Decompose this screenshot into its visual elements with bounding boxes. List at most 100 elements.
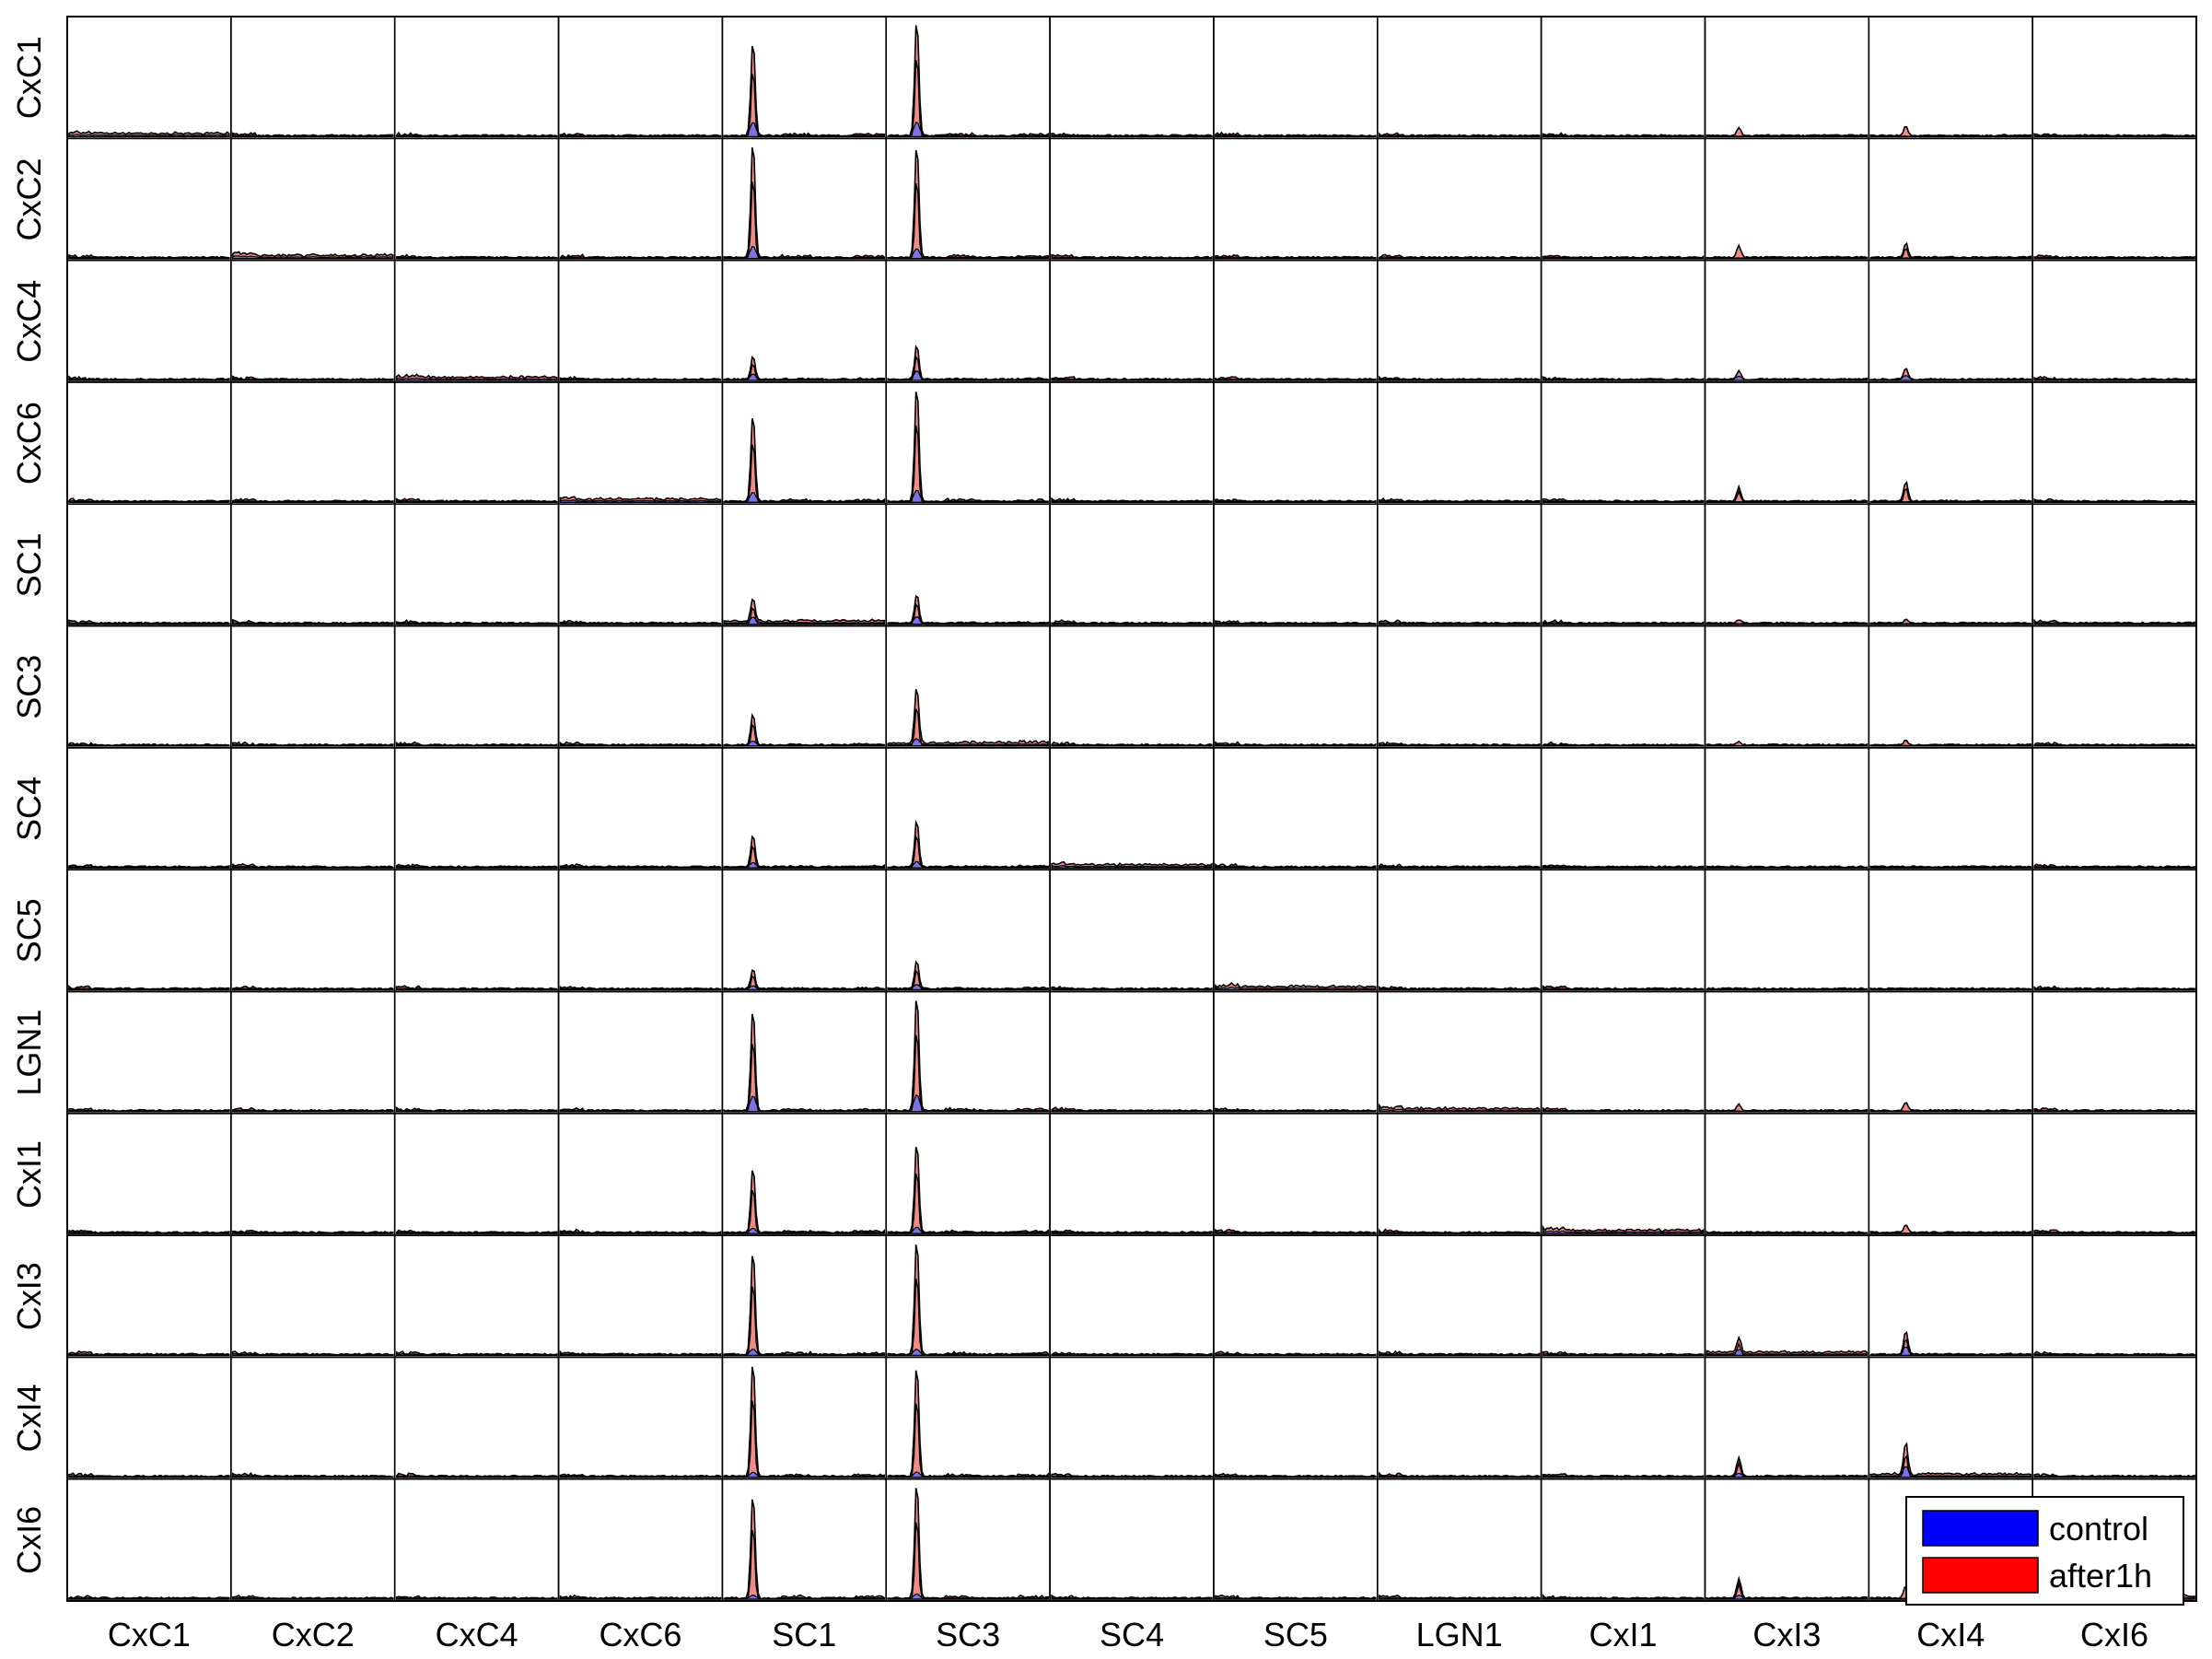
panel-frame xyxy=(885,503,1051,627)
panel-SC3-CxC4 xyxy=(395,741,558,747)
panel-LGN1-CxI6 xyxy=(2033,1107,2195,1113)
panel-CxC2-CxI3 xyxy=(1706,243,1869,260)
series-control-CxI3-CxI1 xyxy=(1543,1353,1705,1356)
panel-frame xyxy=(885,1234,1051,1359)
panel-CxI6-SC1 xyxy=(723,1499,886,1600)
series-control-CxI6-CxC4 xyxy=(396,1597,558,1600)
panel-LGN1-CxC1 xyxy=(68,1107,230,1113)
panel-SC5-CxC1 xyxy=(68,984,230,991)
series-control-LGN1-CxC4 xyxy=(396,1109,558,1113)
panel-frame xyxy=(230,1356,396,1480)
panel-frame xyxy=(1049,869,1215,993)
panel-frame xyxy=(393,16,560,140)
series-after1h-CxC2-SC3 xyxy=(887,149,1049,260)
panel-frame xyxy=(557,990,724,1115)
row-label: CxI4 xyxy=(10,1384,48,1453)
series-after1h-CxC6-CxI4 xyxy=(1869,480,2032,504)
series-control-CxC4-CxC1 xyxy=(68,378,230,381)
series-control-SC3-CxC4 xyxy=(396,743,558,747)
series-control-LGN1-CxC6 xyxy=(559,1109,721,1113)
panel-frame xyxy=(1868,869,2033,993)
series-control-SC1-CxC6 xyxy=(559,622,721,625)
panel-CxC6-LGN1 xyxy=(1378,497,1541,504)
panel-CxC2-CxI1 xyxy=(1542,254,1705,260)
mean-trace-CxI3-SC3 xyxy=(888,1279,1049,1356)
series-control-SC3-CxI4 xyxy=(1869,744,2032,747)
series-control-LGN1-SC5 xyxy=(1215,1109,1377,1113)
series-after1h-CxC4-CxI4 xyxy=(1869,368,2032,381)
mean-trace-SC4-SC3 xyxy=(888,835,1049,869)
panel-frame xyxy=(66,747,232,870)
panel-frame xyxy=(2032,137,2197,262)
panel-SC5-CxI4 xyxy=(1869,987,2032,991)
panel-frame xyxy=(1540,503,1706,627)
panel-frame xyxy=(2032,381,2197,506)
panel-CxI3-CxI6 xyxy=(2033,1350,2195,1357)
series-after1h-SC4-SC3 xyxy=(887,819,1049,869)
series-after1h-LGN1-SC1 xyxy=(723,1013,886,1113)
panel-frame xyxy=(721,137,888,262)
series-control-CxI3-CxC2 xyxy=(232,1353,394,1356)
panel-CxC1-CxC1 xyxy=(68,130,230,138)
series-control-SC1-CxC2 xyxy=(232,622,394,625)
panel-frame xyxy=(2032,503,2197,627)
series-control-CxI1-LGN1 xyxy=(1379,1231,1541,1234)
series-control-SC1-CxI3 xyxy=(1706,623,1868,625)
series-control-SC4-LGN1 xyxy=(1379,865,1541,869)
panel-frame xyxy=(1868,1234,2033,1359)
row-label: SC4 xyxy=(10,777,48,841)
series-control-CxC1-CxC1 xyxy=(68,134,230,137)
panel-CxC4-CxC2 xyxy=(232,375,394,381)
panel-SC1-CxI3 xyxy=(1706,619,1869,625)
panel-CxI1-CxI1 xyxy=(1542,1224,1705,1234)
panel-SC3-CxC6 xyxy=(559,741,722,747)
mean-trace-SC5-SC1 xyxy=(724,975,885,990)
mean-trace-CxI3-SC1 xyxy=(724,1286,885,1356)
series-control-SC5-LGN1 xyxy=(1379,987,1541,991)
panel-frame xyxy=(66,16,232,140)
panel-CxI1-SC4 xyxy=(1051,1229,1213,1234)
panel-frame xyxy=(1704,259,1870,383)
series-control-SC5-CxC2 xyxy=(232,987,394,991)
series-control-CxI4-CxI6 xyxy=(2033,1475,2195,1478)
panel-CxI3-SC1 xyxy=(723,1256,886,1357)
panel-frame xyxy=(885,1112,1051,1236)
panel-CxC1-CxC6 xyxy=(559,132,722,138)
panel-frame xyxy=(557,137,724,262)
panel-frame xyxy=(721,625,888,749)
panel-frame xyxy=(557,869,724,993)
panel-CxI3-CxI3 xyxy=(1706,1335,1869,1357)
series-after1h-CxC1-CxI4 xyxy=(1869,125,2032,138)
panel-frame xyxy=(2032,1112,2197,1236)
mean-trace-SC3-SC1 xyxy=(724,723,885,747)
series-control-CxC2-SC5 xyxy=(1215,256,1377,260)
panel-frame xyxy=(1704,625,1870,749)
panel-CxC6-CxI3 xyxy=(1706,484,1869,504)
series-after1h-CxI3-CxI3 xyxy=(1706,1335,1869,1357)
panel-CxI1-LGN1 xyxy=(1378,1228,1541,1234)
panel-SC1-SC5 xyxy=(1215,620,1377,625)
mean-trace-SC1-SC1 xyxy=(724,607,885,625)
mean-trace-CxI1-SC3 xyxy=(888,1173,1049,1234)
panel-CxI3-LGN1 xyxy=(1378,1349,1541,1357)
panel-CxI4-CxC4 xyxy=(395,1472,558,1478)
series-after1h-CxI6-CxI3 xyxy=(1706,1575,1869,1600)
panel-frame xyxy=(230,869,396,993)
panel-SC4-SC1 xyxy=(723,835,886,869)
mean-trace-CxI4-SC1 xyxy=(724,1400,885,1478)
panel-SC4-CxI1 xyxy=(1542,864,1705,869)
panel-frame xyxy=(885,137,1051,262)
panel-frame xyxy=(1704,1478,1870,1602)
panel-CxC2-CxI4 xyxy=(1869,241,2032,260)
panel-frame xyxy=(721,869,888,993)
panel-SC3-CxI4 xyxy=(1869,739,2032,747)
panel-frame xyxy=(1540,869,1706,993)
series-control-CxI4-CxC1 xyxy=(68,1475,230,1478)
panel-frame xyxy=(885,381,1051,506)
panel-SC5-SC1 xyxy=(723,969,886,991)
series-control-SC4-CxI1 xyxy=(1543,866,1705,869)
panel-frame xyxy=(721,16,888,140)
panel-frame xyxy=(1704,381,1870,506)
series-after1h-SC5-SC3 xyxy=(887,960,1049,991)
panel-frame xyxy=(1049,747,1215,870)
